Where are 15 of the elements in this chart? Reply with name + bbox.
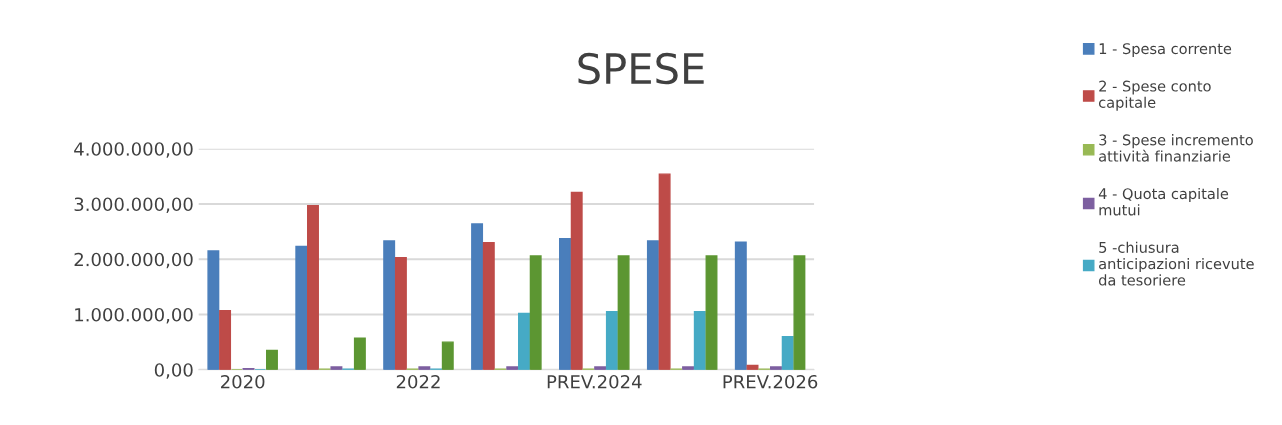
x-tick-label: 2022 bbox=[396, 374, 440, 389]
x-tick-label: PREV.2024 bbox=[547, 374, 642, 389]
legend-label: 2 - Spese conto capitale bbox=[1098, 80, 1211, 111]
y-tick-label: 3.000.000,00 bbox=[74, 197, 193, 213]
x-tick-label: PREV.2026 bbox=[723, 374, 818, 389]
legend-label: 4 - Quota capitale mutui bbox=[1098, 187, 1229, 216]
chart-title: SPESE bbox=[578, 52, 704, 85]
y-tick-label: 2.000.000,00 bbox=[74, 252, 193, 269]
legend-label: 3 - Spese incremento attività finanziarie bbox=[1099, 134, 1253, 162]
x-tick-label: 2020 bbox=[221, 374, 265, 389]
y-tick-label: 4.000.000,00 bbox=[74, 142, 193, 158]
y-tick-label: 1.000.000,00 bbox=[75, 307, 193, 324]
y-tick-label: 0,00 bbox=[154, 363, 193, 379]
legend-label: 5 -chiusura anticipazioni ricevute da tesoriere bbox=[1098, 241, 1254, 286]
legend-label: 1 - Spesa corrente bbox=[1099, 43, 1232, 57]
